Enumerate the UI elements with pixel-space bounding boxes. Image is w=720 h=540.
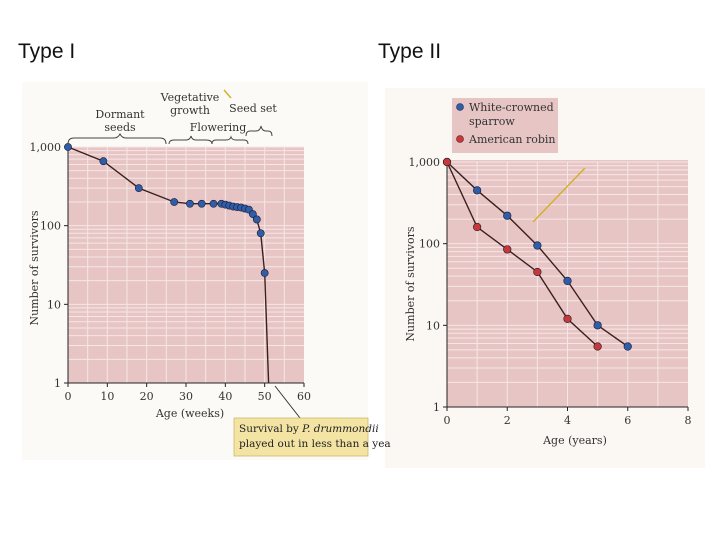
type-ii-axes (445, 162, 688, 409)
seed-set-bracket (245, 125, 273, 137)
type-ii-grid (447, 161, 688, 407)
phase-label-seed-set: Seed set (229, 102, 277, 115)
x-tick-label: 60 (297, 390, 311, 403)
data-point (252, 215, 261, 224)
phase-label-dormant: Dormant (95, 108, 145, 121)
data-point (473, 222, 482, 232)
data-point (256, 229, 265, 238)
legend-marker-robin (456, 135, 464, 143)
x-tick-label: 40 (218, 390, 232, 403)
highlight-mark (223, 89, 232, 99)
data-point (134, 184, 143, 193)
type-ii-y-ticks: 1 10 100 1,000 (409, 156, 447, 414)
data-point (209, 199, 218, 208)
data-point (563, 276, 572, 286)
data-point (170, 198, 179, 206)
y-tick-label: 100 (40, 220, 61, 233)
data-point (197, 199, 206, 208)
y-tick-label: 10 (426, 319, 440, 332)
legend-label-sparrow-1: White-crowned (469, 101, 554, 114)
type-i-series (64, 143, 270, 384)
data-point (623, 342, 632, 351)
type-i-x-ticks: 0 10 20 30 40 50 60 (65, 383, 311, 403)
legend-marker-sparrow (456, 103, 464, 111)
data-point (593, 321, 602, 330)
y-tick-label: 1,000 (409, 156, 441, 169)
type-ii-x-ticks: 0 2 4 6 8 (444, 407, 692, 427)
x-tick-label: 0 (65, 390, 72, 403)
data-point (442, 157, 452, 167)
data-point (593, 342, 602, 351)
annotation-box (233, 417, 369, 457)
vegetative-bracket (168, 135, 213, 145)
x-tick-label: 30 (179, 390, 193, 403)
y-tick-label: 1,000 (30, 141, 62, 154)
phase-label-growth: growth (170, 104, 210, 117)
x-tick-label: 10 (100, 390, 114, 403)
legend-label-sparrow-2: sparrow (469, 115, 515, 128)
x-tick-label: 0 (444, 414, 451, 427)
data-point (248, 210, 257, 219)
type-ii-series (442, 157, 632, 351)
series-line-2 (446, 161, 599, 348)
highlight-mark-right (532, 167, 586, 223)
x-tick-label: 50 (258, 390, 272, 403)
phase-label-flowering: Flowering (190, 121, 247, 134)
data-point (473, 186, 482, 195)
type-i-title: Type I (18, 40, 76, 63)
y-tick-label: 100 (419, 238, 440, 251)
x-tick-label: 6 (624, 414, 631, 427)
flowering-bracket (211, 135, 249, 145)
x-tick-label: 20 (140, 390, 154, 403)
legend-box (452, 98, 558, 153)
type-ii-title: Type II (378, 40, 442, 63)
type-ii-y-axis-label: Number of survivors (404, 226, 417, 341)
data-point (503, 211, 512, 220)
type-i-grid (68, 146, 304, 383)
phase-label-vegetative: Vegetative (160, 91, 220, 104)
x-tick-label: 8 (685, 414, 692, 427)
data-point (260, 269, 269, 277)
data-point (533, 241, 542, 250)
x-tick-label: 2 (504, 414, 511, 427)
y-tick-label: 1 (54, 377, 61, 390)
y-tick-label: 10 (47, 298, 61, 311)
annotation-line-1: Survival by P. drummondii (239, 423, 379, 435)
y-tick-label: 1 (433, 401, 440, 414)
x-tick-label: 4 (564, 414, 571, 427)
phase-label-seeds: seeds (104, 121, 136, 134)
dormant-bracket (67, 132, 167, 145)
type-i-x-axis-label: Age (weeks) (155, 407, 224, 420)
data-point (99, 157, 108, 166)
type-i-y-axis-label: Number of survivors (28, 210, 41, 325)
type-ii-x-axis-label: Age (years) (542, 434, 607, 447)
annotation-pointer (274, 385, 301, 419)
type-i-y-ticks: 1 10 100 1,000 (30, 141, 68, 390)
annotation-line-2: played out in less than a yea (239, 438, 391, 450)
data-point (563, 314, 572, 323)
data-point (533, 267, 542, 277)
data-point (503, 245, 512, 254)
data-point (186, 199, 194, 208)
legend-label-robin: American robin (468, 133, 556, 146)
